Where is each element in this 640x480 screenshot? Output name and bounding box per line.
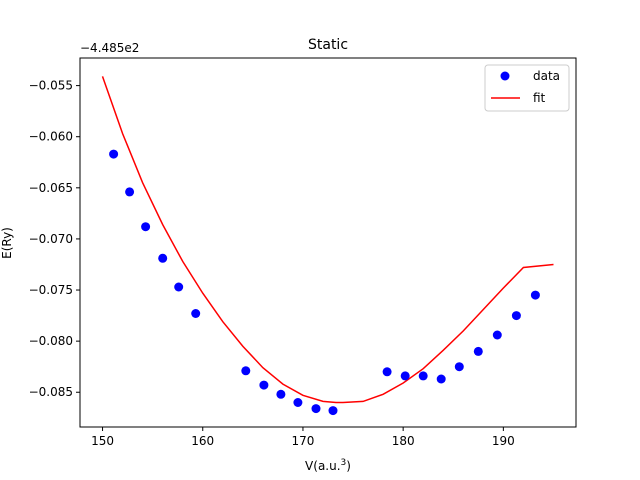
legend-marker-data bbox=[500, 71, 510, 81]
y-tick-label: −0.065 bbox=[29, 181, 73, 195]
x-axis-label: V(a.u.3) bbox=[305, 458, 351, 473]
plot-frame bbox=[79, 57, 577, 428]
data-point bbox=[191, 309, 201, 318]
data-point bbox=[311, 404, 321, 414]
y-ticks: −0.085 −0.080 −0.075 −0.070 −0.065 −0.060 −0.0… bbox=[29, 79, 80, 399]
data-point bbox=[328, 406, 338, 416]
legend-label-fit: fit bbox=[533, 91, 546, 105]
data-point bbox=[259, 380, 269, 390]
y-tick-label: −0.085 bbox=[29, 385, 73, 399]
y-tick-label: −0.075 bbox=[29, 283, 73, 297]
legend: data fit bbox=[484, 64, 570, 112]
data-points-layer bbox=[109, 149, 540, 416]
x-tick-label: 160 bbox=[191, 434, 214, 448]
y-offset-text: −4.485e2 bbox=[80, 41, 139, 55]
legend-label-data: data bbox=[533, 69, 560, 83]
data-point bbox=[293, 398, 303, 407]
data-point bbox=[109, 149, 119, 159]
data-point bbox=[530, 290, 540, 300]
data-point bbox=[436, 374, 446, 384]
data-point bbox=[418, 371, 428, 381]
data-point bbox=[276, 389, 286, 399]
x-ticks: 150 160 170 180 190 bbox=[91, 427, 515, 448]
plot-background bbox=[80, 58, 576, 427]
fit-line bbox=[101, 76, 554, 404]
y-tick-label: −0.055 bbox=[29, 79, 73, 93]
x-tick-label: 190 bbox=[492, 434, 515, 448]
x-axis-label-close: ) bbox=[346, 459, 351, 473]
data-point bbox=[473, 346, 483, 356]
data-point bbox=[492, 330, 502, 340]
data-point bbox=[241, 366, 251, 376]
x-tick-label: 170 bbox=[291, 434, 314, 448]
data-point bbox=[382, 367, 392, 377]
data-point bbox=[511, 311, 521, 321]
data-point bbox=[158, 253, 168, 263]
x-axis-label-main: V(a.u. bbox=[305, 459, 340, 473]
y-tick-label: −0.060 bbox=[29, 130, 73, 144]
y-tick-label: −0.070 bbox=[29, 232, 73, 246]
data-point bbox=[174, 282, 184, 292]
data-point bbox=[141, 222, 151, 232]
y-axis-label: E(Ry) bbox=[0, 227, 14, 259]
x-axis-label-sup: 3 bbox=[341, 458, 347, 468]
x-tick-label: 150 bbox=[91, 434, 114, 448]
chart-title: Static bbox=[308, 37, 348, 53]
y-tick-label: −0.080 bbox=[29, 334, 73, 348]
fit-line-layer bbox=[101, 76, 554, 404]
data-point bbox=[400, 371, 410, 381]
x-tick-label: 180 bbox=[392, 434, 415, 448]
data-point bbox=[125, 187, 135, 197]
data-point bbox=[454, 362, 464, 372]
